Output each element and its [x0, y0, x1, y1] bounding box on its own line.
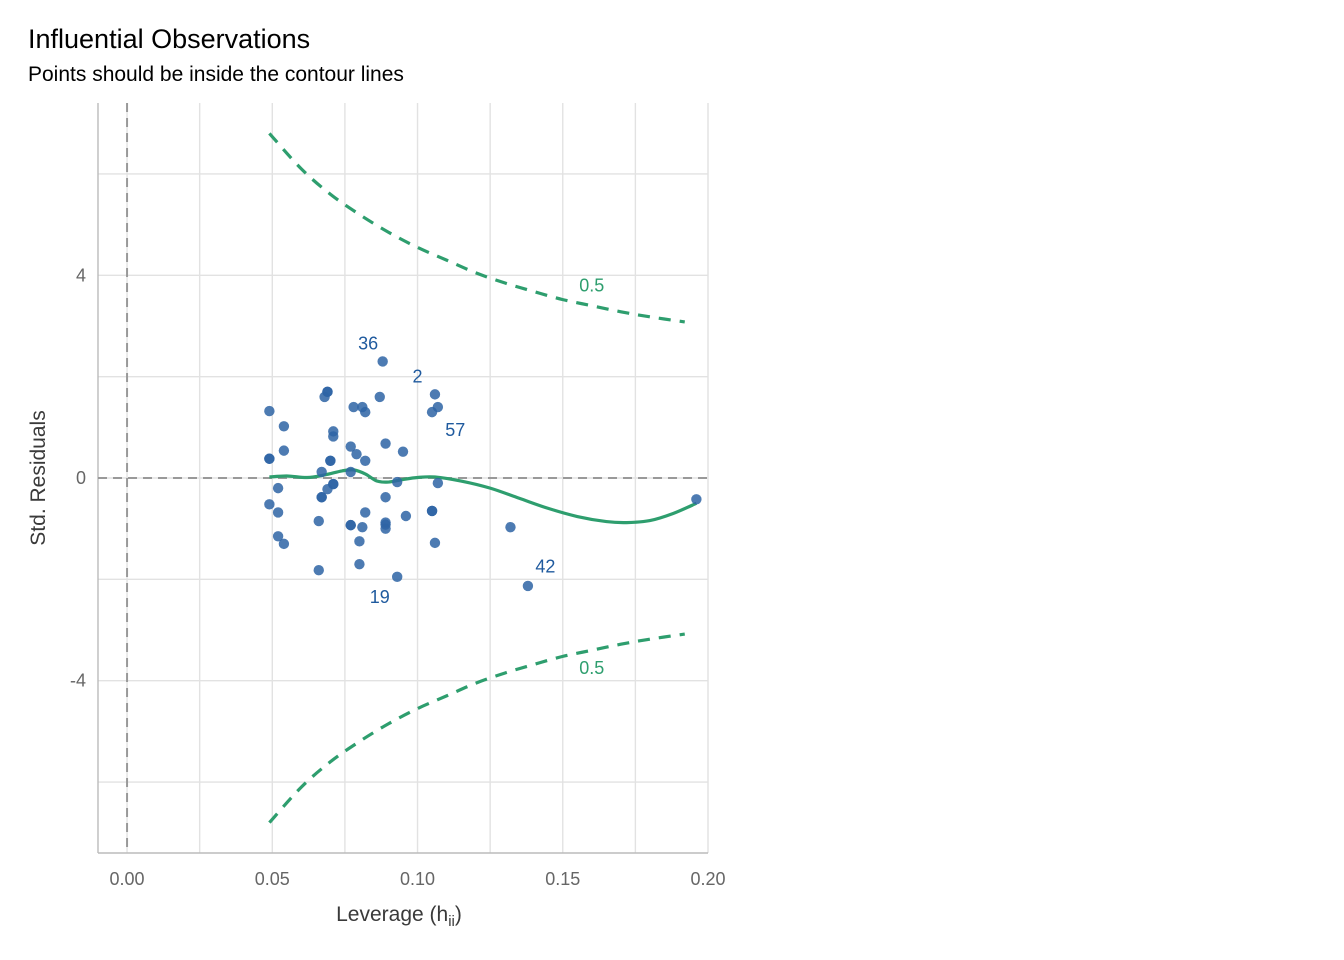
y-tick-label: 0	[76, 468, 86, 488]
point-label: 42	[535, 557, 555, 577]
x-tick-label: 0.20	[690, 869, 725, 889]
data-point	[360, 455, 371, 466]
contour-lines: 0.5 0.5	[268, 132, 685, 824]
data-point	[432, 401, 444, 413]
data-point	[400, 510, 412, 522]
point-labels: 36 2 57 42 19	[358, 334, 555, 607]
data-point	[328, 426, 339, 437]
data-point	[357, 521, 368, 533]
data-point	[391, 476, 403, 488]
tick-labels: 0.00 0.05 0.10 0.15 0.20 -4 0 4	[70, 265, 726, 889]
y-tick-label: -4	[70, 671, 86, 691]
data-point	[354, 558, 365, 570]
cooks-distance-contour	[268, 632, 685, 824]
loess-smooth-line	[269, 468, 698, 525]
contour-label: 0.5	[579, 275, 604, 295]
point-label: 57	[445, 420, 465, 440]
data-point	[374, 391, 385, 403]
x-tick-label: 0.15	[545, 869, 580, 889]
chart-subtitle: Points should be inside the contour line…	[28, 63, 404, 86]
data-point	[505, 521, 516, 533]
data-point	[348, 401, 359, 413]
data-point	[278, 421, 290, 432]
data-point	[691, 494, 702, 505]
y-tick-label: 4	[76, 265, 86, 285]
data-point	[345, 441, 356, 452]
data-point	[325, 455, 336, 466]
data-point	[278, 538, 290, 550]
data-point	[354, 536, 365, 547]
data-point	[377, 356, 388, 367]
data-point	[264, 405, 275, 417]
data-point	[264, 499, 275, 510]
data-point	[272, 507, 284, 518]
data-point	[345, 466, 356, 478]
data-point	[432, 477, 444, 489]
data-point	[313, 515, 324, 527]
cooks-distance-contour	[268, 132, 685, 324]
data-point	[278, 445, 290, 456]
x-tick-label: 0.10	[400, 869, 435, 889]
scatter-points	[264, 356, 702, 592]
data-point	[264, 453, 275, 464]
smooth-curve	[269, 468, 698, 525]
contour-label: 0.5	[579, 658, 604, 678]
x-tick-label: 0.00	[110, 869, 145, 889]
data-point	[272, 482, 284, 494]
data-point	[380, 523, 391, 534]
data-point	[397, 446, 409, 457]
point-label: 2	[413, 367, 423, 387]
data-point	[380, 492, 391, 503]
data-point	[360, 406, 371, 418]
data-point	[429, 537, 441, 549]
data-point	[429, 389, 441, 400]
data-point	[351, 448, 362, 460]
point-label: 19	[370, 587, 390, 607]
data-point	[360, 507, 371, 518]
data-point	[316, 492, 327, 503]
data-point	[391, 571, 403, 583]
data-point	[272, 531, 284, 542]
data-point	[522, 580, 534, 592]
data-point	[328, 478, 339, 490]
data-point	[313, 565, 324, 576]
x-tick-label: 0.05	[255, 869, 290, 889]
data-point	[345, 519, 356, 531]
data-point	[426, 505, 438, 517]
y-axis-title: Std. Residuals	[27, 410, 50, 545]
data-point	[322, 386, 333, 398]
data-point	[316, 466, 327, 478]
point-label: 36	[358, 334, 378, 354]
x-axis-title: Leverage (hii)	[336, 903, 462, 930]
chart-title: Influential Observations	[28, 24, 311, 54]
data-point	[380, 438, 391, 449]
